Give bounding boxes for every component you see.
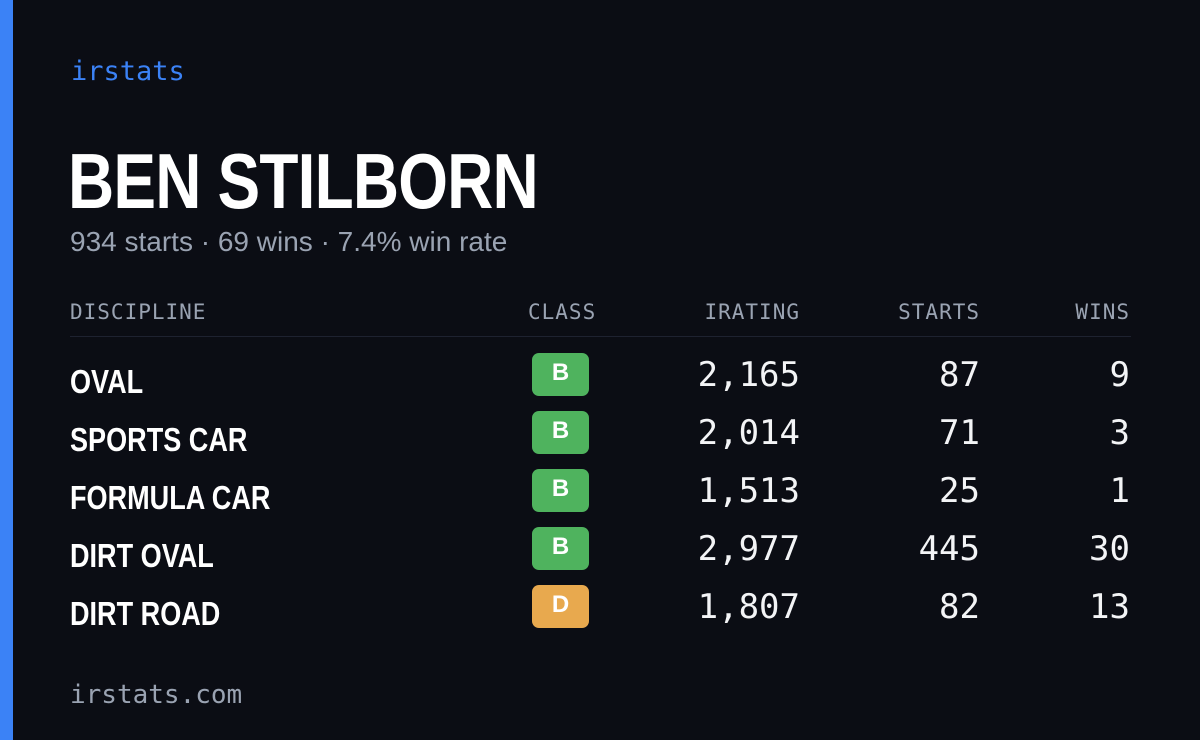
wins-value: 3 bbox=[1109, 413, 1130, 453]
class-badge: B bbox=[532, 353, 589, 396]
driver-summary: 934 starts · 69 wins · 7.4% win rate bbox=[70, 226, 507, 258]
header-class: CLASS bbox=[528, 300, 597, 324]
starts-value: 71 bbox=[939, 413, 980, 453]
table-row: FORMULA CAR B 1,513 25 1 bbox=[70, 467, 1131, 525]
irating-value: 1,513 bbox=[697, 471, 800, 511]
class-badge: D bbox=[532, 585, 589, 628]
header-irating: IRATING bbox=[704, 300, 800, 324]
footer-url[interactable]: irstats.com bbox=[70, 680, 243, 710]
table-body: OVAL B 2,165 87 9 SPORTS CAR B 2,014 71 … bbox=[70, 351, 1131, 641]
summary-separator: · bbox=[200, 226, 211, 257]
header-discipline: DISCIPLINE bbox=[70, 300, 207, 324]
discipline-name: FORMULA CAR bbox=[70, 479, 271, 516]
discipline-name: OVAL bbox=[70, 363, 144, 400]
summary-starts: 934 starts bbox=[70, 226, 193, 257]
accent-bar bbox=[0, 0, 13, 740]
starts-value: 445 bbox=[918, 529, 980, 569]
discipline-name: DIRT ROAD bbox=[70, 595, 221, 632]
table-row: DIRT OVAL B 2,977 445 30 bbox=[70, 525, 1131, 583]
starts-value: 25 bbox=[939, 471, 980, 511]
header-wins: WINS bbox=[1075, 300, 1130, 324]
wins-value: 30 bbox=[1089, 529, 1130, 569]
header-starts: STARTS bbox=[898, 300, 980, 324]
driver-name: BEN STILBORN bbox=[68, 137, 539, 225]
brand-label: irstats bbox=[71, 56, 185, 87]
class-badge: B bbox=[532, 411, 589, 454]
summary-win-rate: 7.4% win rate bbox=[337, 226, 508, 257]
irating-value: 2,977 bbox=[697, 529, 800, 569]
discipline-name: DIRT OVAL bbox=[70, 537, 214, 574]
table-header: DISCIPLINE CLASS IRATING STARTS WINS bbox=[70, 298, 1131, 337]
summary-separator: · bbox=[320, 226, 330, 257]
starts-value: 87 bbox=[939, 355, 980, 395]
irating-value: 1,807 bbox=[697, 587, 800, 627]
wins-value: 13 bbox=[1089, 587, 1130, 627]
table-row: OVAL B 2,165 87 9 bbox=[70, 351, 1131, 409]
irating-value: 2,165 bbox=[697, 355, 800, 395]
table-row: SPORTS CAR B 2,014 71 3 bbox=[70, 409, 1131, 467]
summary-wins: 69 wins bbox=[217, 226, 313, 257]
class-badge: B bbox=[532, 469, 589, 512]
wins-value: 1 bbox=[1109, 471, 1130, 511]
wins-value: 9 bbox=[1109, 355, 1130, 395]
irating-value: 2,014 bbox=[697, 413, 800, 453]
table-row: DIRT ROAD D 1,807 82 13 bbox=[70, 583, 1131, 641]
discipline-table: DISCIPLINE CLASS IRATING STARTS WINS OVA… bbox=[70, 298, 1131, 641]
class-badge: B bbox=[532, 527, 589, 570]
discipline-name: SPORTS CAR bbox=[70, 421, 248, 458]
starts-value: 82 bbox=[939, 587, 980, 627]
